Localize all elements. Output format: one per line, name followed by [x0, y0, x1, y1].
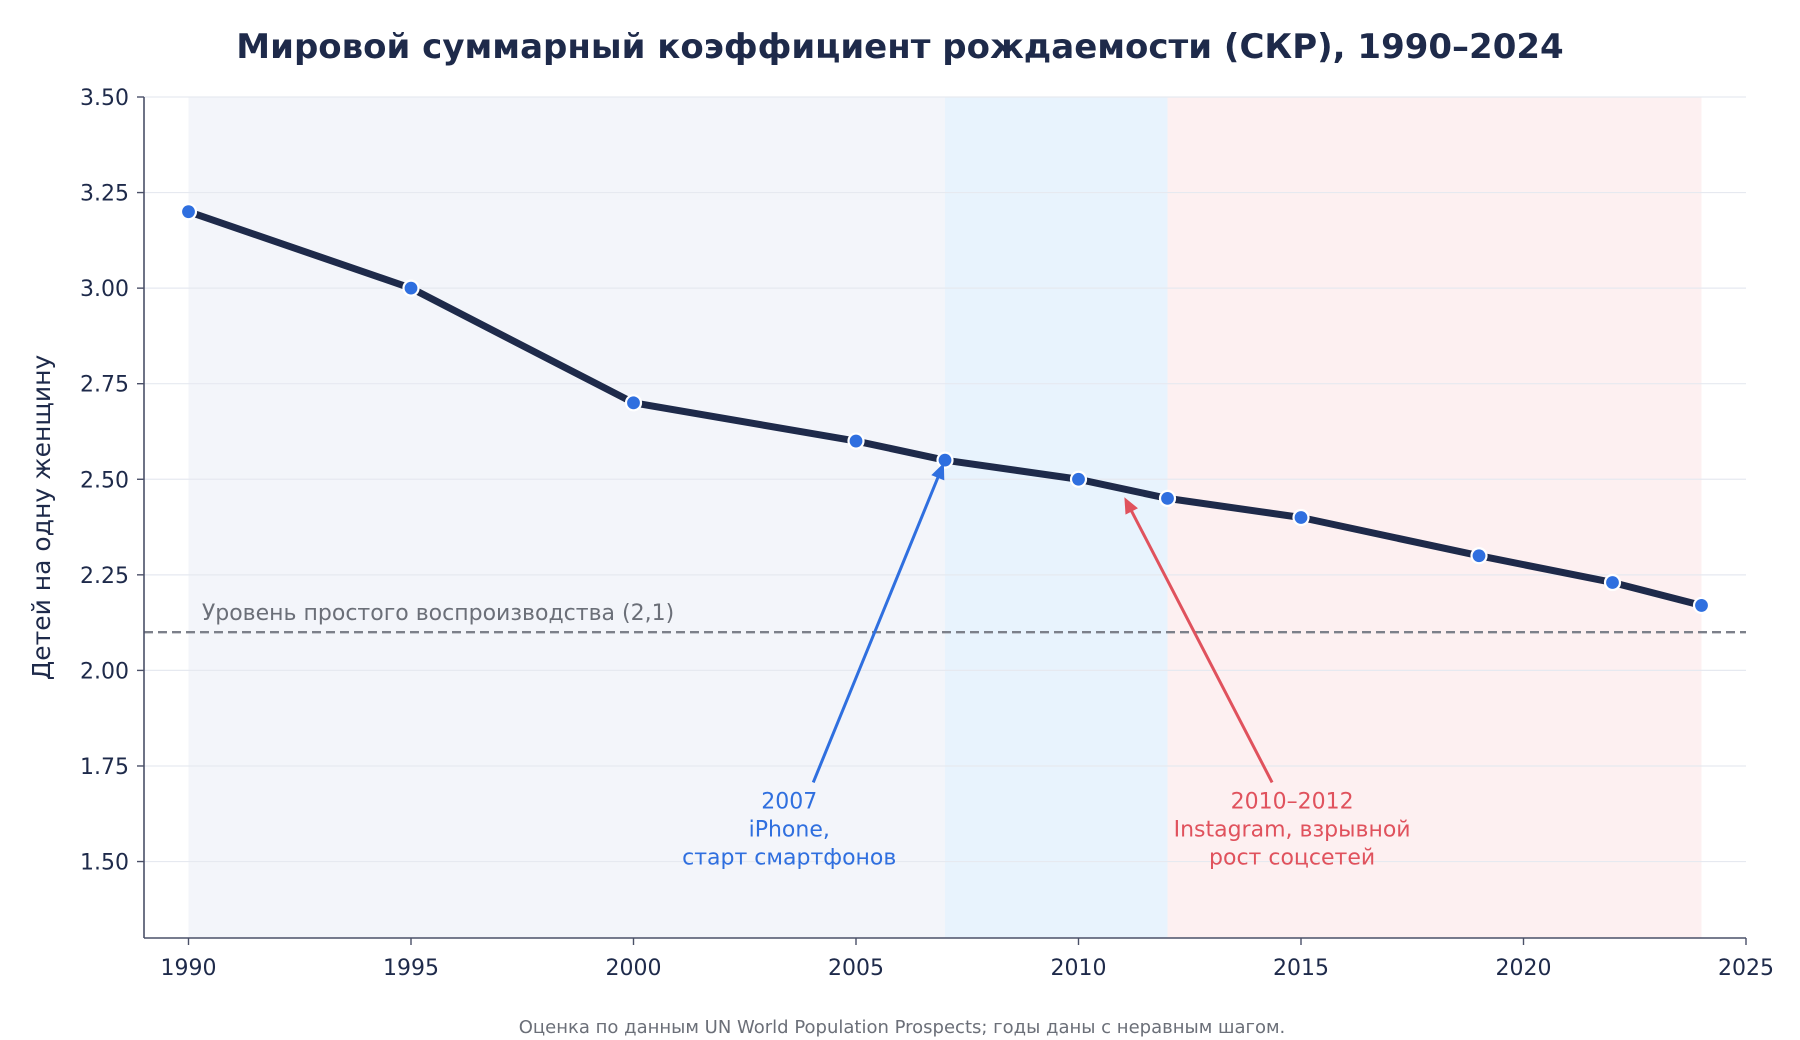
annotation-arrowhead [1124, 497, 1138, 515]
axes [137, 96, 1747, 945]
data-point [1158, 489, 1177, 507]
data-point [402, 279, 420, 297]
y-tick-label: 1.50 [80, 851, 129, 876]
y-tick-label: 2.50 [80, 468, 129, 493]
annotation-text-line: рост соцсетей [1209, 845, 1375, 870]
x-tick-label: 2020 [1496, 956, 1552, 981]
data-point [1292, 508, 1310, 527]
reference-line-group: Уровень простого воспроизводства (2,1) [144, 601, 1746, 634]
data-point [1069, 470, 1088, 488]
data-point [179, 203, 198, 221]
x-tick-label: 2000 [606, 956, 662, 981]
series-group [179, 203, 1711, 615]
data-point [1692, 596, 1711, 615]
annotation-arrow [811, 469, 943, 783]
chart-title: Мировой суммарный коэффициент рождаемост… [236, 27, 1563, 67]
footnote: Оценка по данным UN World Population Pro… [519, 1017, 1286, 1038]
y-tick-label: 3.25 [80, 182, 129, 207]
annotation-arrowhead [931, 462, 945, 481]
x-tick-label: 2005 [828, 956, 884, 981]
x-tick-label: 1990 [161, 956, 217, 981]
annotation-text-line: Instagram, взрывной [1174, 817, 1411, 842]
data-point [1470, 547, 1488, 565]
x-tick-label: 2015 [1273, 956, 1329, 981]
shaded-region [188, 97, 945, 938]
tick-labels: 1.50 1.75 2.00 2.25 2.50 2.75 3.00 3.25 3.50 1990… [80, 86, 1774, 981]
x-tick-label: 1995 [383, 956, 439, 981]
y-tick-label: 2.75 [80, 373, 129, 398]
annotation-text-line: 2007 [761, 789, 817, 814]
shaded-regions [188, 97, 1702, 938]
annotations: 2007 iPhone, старт смартфонов 2010–2012 Inst… [682, 462, 1411, 870]
replacement-level-label: Уровень простого воспроизводства (2,1) [202, 601, 674, 626]
annotation-text-line: 2010–2012 [1231, 789, 1354, 814]
y-tick-label: 2.25 [80, 564, 129, 589]
y-tick-label: 2.00 [80, 659, 129, 684]
shaded-region [945, 97, 1168, 938]
x-tick-label: 2010 [1051, 956, 1107, 981]
annotation-text-line: старт смартфонов [682, 845, 896, 870]
data-point [624, 394, 643, 412]
data-point [1603, 573, 1622, 592]
data-point [936, 451, 954, 469]
annotation-arrow [1126, 503, 1274, 784]
shaded-region [1167, 97, 1702, 938]
y-tick-label: 1.75 [80, 755, 129, 780]
annotation-text-line: iPhone, [749, 817, 830, 842]
data-point [847, 432, 865, 450]
y-tick-label: 3.50 [80, 86, 129, 111]
y-axis-label: Детей на одну женщину [27, 355, 56, 681]
y-tick-label: 3.00 [80, 277, 129, 302]
gridlines [144, 96, 1746, 863]
x-tick-label: 2025 [1718, 956, 1774, 981]
